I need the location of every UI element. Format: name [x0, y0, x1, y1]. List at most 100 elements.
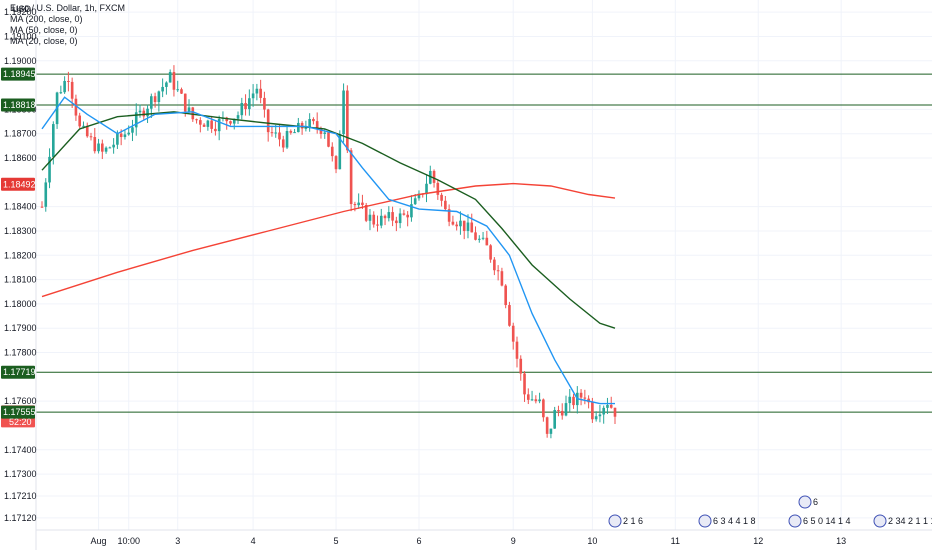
price-tick-label: 1.17300 [4, 469, 37, 479]
price-label-pill[interactable] [1, 67, 35, 81]
candle-body [180, 89, 183, 94]
candle-body [379, 215, 383, 226]
candle-body [436, 182, 440, 195]
price-label-text: 1.18818 [3, 100, 36, 110]
candle-body [609, 404, 613, 408]
price-tick-label: 1.18400 [4, 202, 37, 212]
event-flag-icon[interactable] [788, 514, 802, 528]
price-label-pill[interactable] [1, 98, 35, 112]
candle-body [315, 121, 319, 129]
candle-body [346, 90, 349, 151]
candle-body [474, 232, 477, 240]
time-tick-label: 10 [587, 536, 597, 546]
candle-body [225, 117, 229, 122]
candle-body [549, 428, 553, 434]
candle-body [515, 341, 519, 359]
ma20-legend[interactable]: MA (20, close, 0) [10, 36, 78, 46]
price-axis[interactable]: USD1.192001.191001.190001.188001.187001.… [0, 0, 37, 550]
candle-body [44, 182, 48, 207]
ma200-legend[interactable]: MA (200, close, 0) [10, 14, 83, 24]
event-count: 2 34 2 1 1 1 [888, 516, 932, 526]
ma200-line[interactable] [41, 182, 616, 298]
price-tick-label: 1.19200 [4, 7, 37, 17]
candle-body [157, 91, 161, 103]
price-tick-label: 1.17210 [4, 491, 37, 501]
candle-body [176, 89, 180, 91]
candle-body [270, 132, 274, 134]
candle-body [266, 109, 270, 133]
candle-body [496, 270, 500, 272]
candle-body [538, 399, 541, 402]
candle-body [425, 183, 428, 195]
candle-body [481, 237, 485, 239]
candle-body [108, 147, 112, 149]
candle-body [372, 214, 376, 225]
economic-events[interactable]: 2 1 6 6 3 4 4 1 8 6 5 0 14 1 4 6 2 34 2 1 1 … [608, 495, 932, 528]
candle-body [402, 213, 406, 215]
candle-body [557, 410, 560, 412]
candle-body [187, 107, 191, 112]
symbol-title[interactable]: Euro / U.S. Dollar, 1h, FXCM [10, 3, 126, 13]
candle-body [285, 131, 289, 148]
candle-body [127, 132, 131, 135]
candle-body [330, 146, 334, 157]
candle-body [417, 193, 421, 199]
candle-body [312, 119, 315, 122]
candle-body [338, 134, 342, 170]
candle-body [199, 120, 202, 125]
candle-body [564, 403, 568, 416]
candle-body [142, 110, 146, 117]
candle-body [466, 222, 470, 231]
candle-body [74, 98, 78, 116]
candle-body [116, 133, 119, 145]
event-flag-icon[interactable] [608, 514, 622, 528]
candle-body [229, 121, 232, 124]
candle-body [542, 399, 545, 418]
candle-body [244, 102, 247, 110]
candle-body [594, 416, 598, 420]
event-flag-icon[interactable] [698, 514, 712, 528]
candle-body [82, 125, 85, 127]
candle-body [455, 224, 458, 227]
price-label-pill[interactable] [1, 365, 35, 379]
price-tick-label: 1.18100 [4, 275, 37, 285]
price-label-pill[interactable] [1, 405, 35, 419]
candle-body [85, 125, 89, 137]
time-axis[interactable]: Aug 10:00 3 4 5 6 9 10 11 12 13 [36, 529, 932, 546]
countdown-label: 52:20 [9, 417, 32, 427]
event-count: 2 1 6 [623, 516, 643, 526]
candle-body [413, 198, 417, 205]
candle-body [251, 93, 255, 99]
candle-body [387, 212, 391, 219]
candle-body [289, 131, 293, 133]
candle-body [278, 132, 281, 140]
candle-body [395, 220, 398, 224]
candle-body [97, 143, 100, 152]
ma50-legend[interactable]: MA (50, close, 0) [10, 25, 78, 35]
price-tick-label: 1.17120 [4, 513, 37, 523]
candle-body [342, 90, 345, 135]
ma20-line[interactable] [41, 96, 615, 405]
price-label-text: 1.17719 [3, 367, 36, 377]
candle-body [259, 88, 262, 98]
ma50-line[interactable] [41, 111, 616, 329]
event-flag-icon[interactable] [873, 514, 887, 528]
event-flag-icon[interactable] [798, 495, 812, 509]
candle-body [308, 119, 311, 128]
time-tick-label: 11 [671, 536, 680, 546]
time-tick-label: 10:00 [117, 536, 140, 546]
candles [40, 65, 617, 439]
candle-body [591, 402, 594, 420]
price-label-pill[interactable] [1, 177, 35, 191]
candle-body [195, 119, 198, 121]
candle-body [353, 204, 357, 206]
price-tick-label: 1.17900 [4, 323, 37, 333]
candle-body [206, 120, 210, 127]
price-tick-label: 1.19100 [4, 31, 37, 41]
candle-body [161, 86, 164, 92]
price-tick-label: 1.18300 [4, 226, 37, 236]
candle-body [172, 72, 176, 90]
candle-body [485, 237, 489, 246]
candle-body [153, 96, 157, 103]
